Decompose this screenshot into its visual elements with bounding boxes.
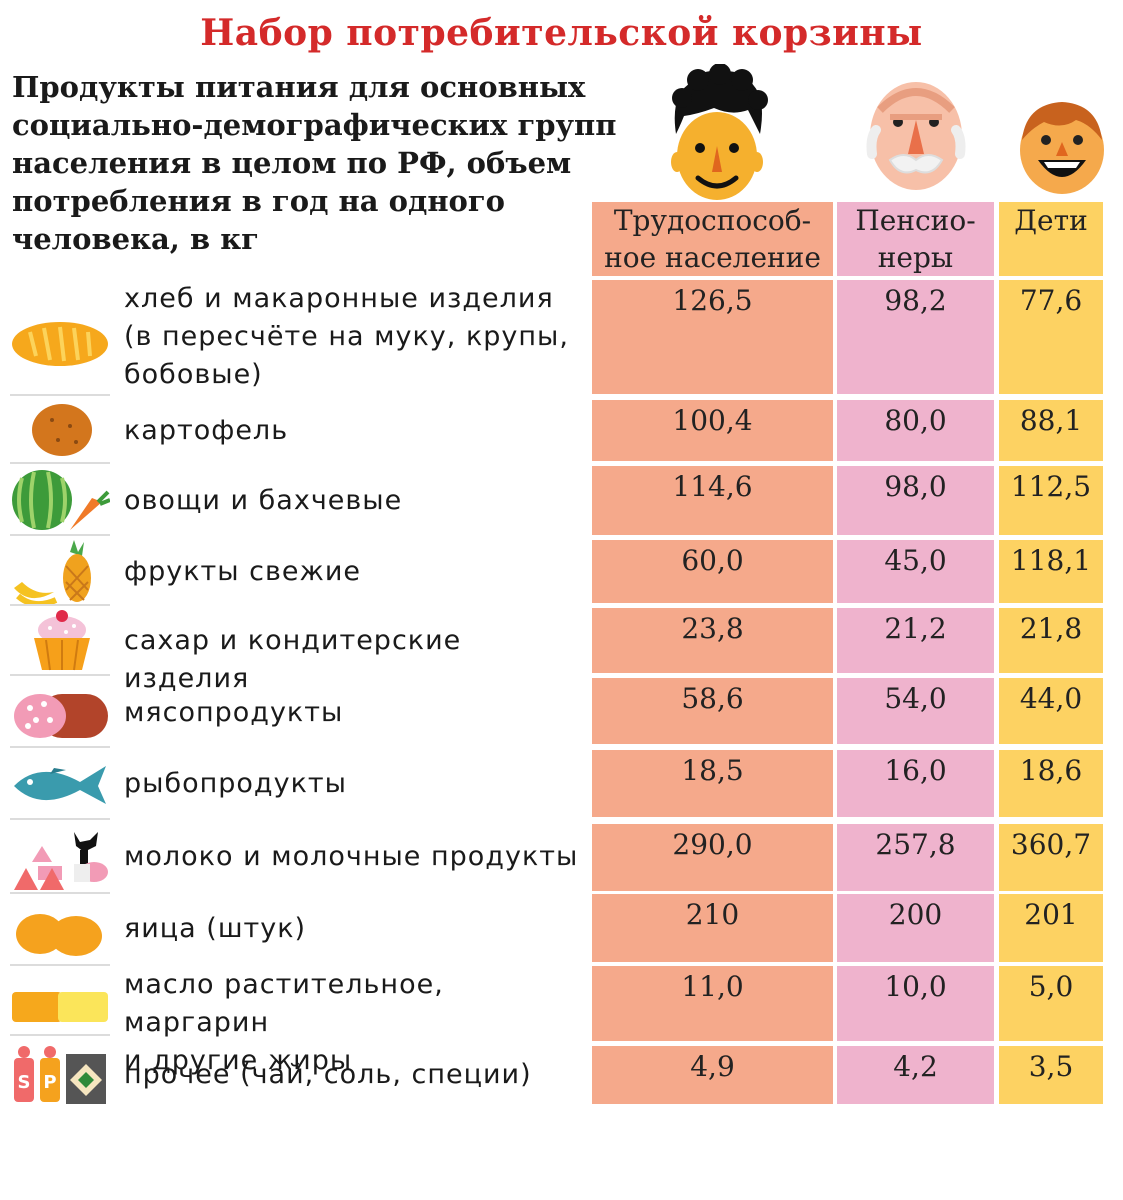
header-pensioners-line-1: Пенсио- bbox=[855, 204, 976, 237]
cell-vegetables-working: 114,6 bbox=[592, 466, 833, 535]
header-pensioners: Пенсио- неры bbox=[837, 202, 994, 276]
chart-subtitle: Продукты питания для основных социально-… bbox=[12, 70, 617, 256]
butter-icon bbox=[12, 992, 108, 1022]
row-label-potato: картофель bbox=[124, 415, 289, 446]
cell-oils-children: 5,0 bbox=[999, 966, 1103, 1041]
cell-other-children: 3,5 bbox=[999, 1046, 1103, 1104]
row-label-dairy: молоко и молочные продукты bbox=[124, 841, 579, 872]
cell-fruits-pensioners: 45,0 bbox=[837, 540, 994, 603]
sausage-icon bbox=[14, 694, 108, 738]
row-label-fish: рыбопродукты bbox=[124, 768, 347, 799]
cupcake-icon bbox=[34, 610, 90, 671]
child-face-icon bbox=[1020, 102, 1104, 194]
row-label-vegetables: овощи и бахчевые bbox=[124, 485, 403, 516]
cell-bread-pensioners: 98,2 bbox=[837, 280, 994, 394]
cell-vegetables-pensioners: 98,0 bbox=[837, 466, 994, 535]
row-label-oils-line-2: и другие жиры bbox=[124, 1045, 353, 1076]
fish-icon bbox=[14, 766, 106, 804]
cell-vegetables-children: 112,5 bbox=[999, 466, 1103, 535]
row-label-sugar: сахар и кондитерские изделия bbox=[124, 625, 462, 694]
dairy-cow-icon bbox=[14, 832, 108, 890]
cell-bread-children: 77,6 bbox=[999, 280, 1103, 394]
cell-fruits-children: 118,1 bbox=[999, 540, 1103, 603]
cell-other-pensioners: 4,2 bbox=[837, 1046, 994, 1104]
cell-meat-children: 44,0 bbox=[999, 678, 1103, 744]
header-working-line-2: ное население bbox=[604, 241, 821, 274]
header-children: Дети bbox=[999, 202, 1103, 276]
row-label-bread-line-2: (в пересчёте на муку, крупы, bbox=[124, 321, 569, 352]
row-label-eggs: яица (штук) bbox=[124, 913, 307, 944]
row-label-bread-line-3: бобовые) bbox=[124, 359, 263, 390]
cell-other-working: 4,9 bbox=[592, 1046, 833, 1104]
cell-sugar-working: 23,8 bbox=[592, 608, 833, 673]
cell-fish-children: 18,6 bbox=[999, 750, 1103, 817]
header-children-line-1: Дети bbox=[1014, 204, 1088, 237]
row-label-bread-line-1: хлеб и макаронные изделия bbox=[124, 283, 554, 314]
spices-icon: S P bbox=[14, 1046, 106, 1104]
working-adult-face-icon bbox=[671, 64, 768, 200]
svg-text:S: S bbox=[18, 1072, 31, 1093]
row-label-oils: масло растительное, маргарин и другие жи… bbox=[124, 966, 594, 1080]
eggs-icon bbox=[16, 914, 102, 956]
svg-text:P: P bbox=[43, 1072, 56, 1093]
row-label-other: прочее (чай, соль, специи) bbox=[124, 1059, 532, 1090]
cell-bread-working: 126,5 bbox=[592, 280, 833, 394]
cell-potato-children: 88,1 bbox=[999, 400, 1103, 461]
header-pensioners-line-2: неры bbox=[877, 241, 954, 274]
watermelon-carrot-icon bbox=[12, 470, 110, 530]
cell-eggs-pensioners: 200 bbox=[837, 894, 994, 962]
cell-fruits-working: 60,0 bbox=[592, 540, 833, 603]
cell-sugar-pensioners: 21,2 bbox=[837, 608, 994, 673]
cell-dairy-pensioners: 257,8 bbox=[837, 824, 994, 891]
bread-icon bbox=[12, 322, 108, 366]
chart-title: Набор потребительской корзины bbox=[200, 12, 923, 54]
cell-eggs-children: 201 bbox=[999, 894, 1103, 962]
cell-sugar-children: 21,8 bbox=[999, 608, 1103, 673]
row-label-bread: хлеб и макаронные изделия (в пересчёте н… bbox=[124, 280, 594, 394]
row-label-oils-line-1: масло растительное, маргарин bbox=[124, 969, 444, 1038]
potato-icon bbox=[32, 404, 92, 456]
cell-potato-working: 100,4 bbox=[592, 400, 833, 461]
banana-pineapple-icon bbox=[14, 540, 91, 606]
header-working-line-1: Трудоспособ- bbox=[613, 204, 812, 237]
cell-potato-pensioners: 80,0 bbox=[837, 400, 994, 461]
cell-eggs-working: 210 bbox=[592, 894, 833, 962]
cell-meat-pensioners: 54,0 bbox=[837, 678, 994, 744]
cell-fish-pensioners: 16,0 bbox=[837, 750, 994, 817]
cell-meat-working: 58,6 bbox=[592, 678, 833, 744]
header-working: Трудоспособ- ное население bbox=[592, 202, 833, 276]
cell-oils-pensioners: 10,0 bbox=[837, 966, 994, 1041]
cell-dairy-working: 290,0 bbox=[592, 824, 833, 891]
pensioner-face-icon bbox=[866, 82, 966, 190]
cell-oils-working: 11,0 bbox=[592, 966, 833, 1041]
cell-fish-working: 18,5 bbox=[592, 750, 833, 817]
row-label-meat: мясопродукты bbox=[124, 697, 344, 728]
cell-dairy-children: 360,7 bbox=[999, 824, 1103, 891]
row-label-fruits: фрукты свежие bbox=[124, 556, 361, 587]
